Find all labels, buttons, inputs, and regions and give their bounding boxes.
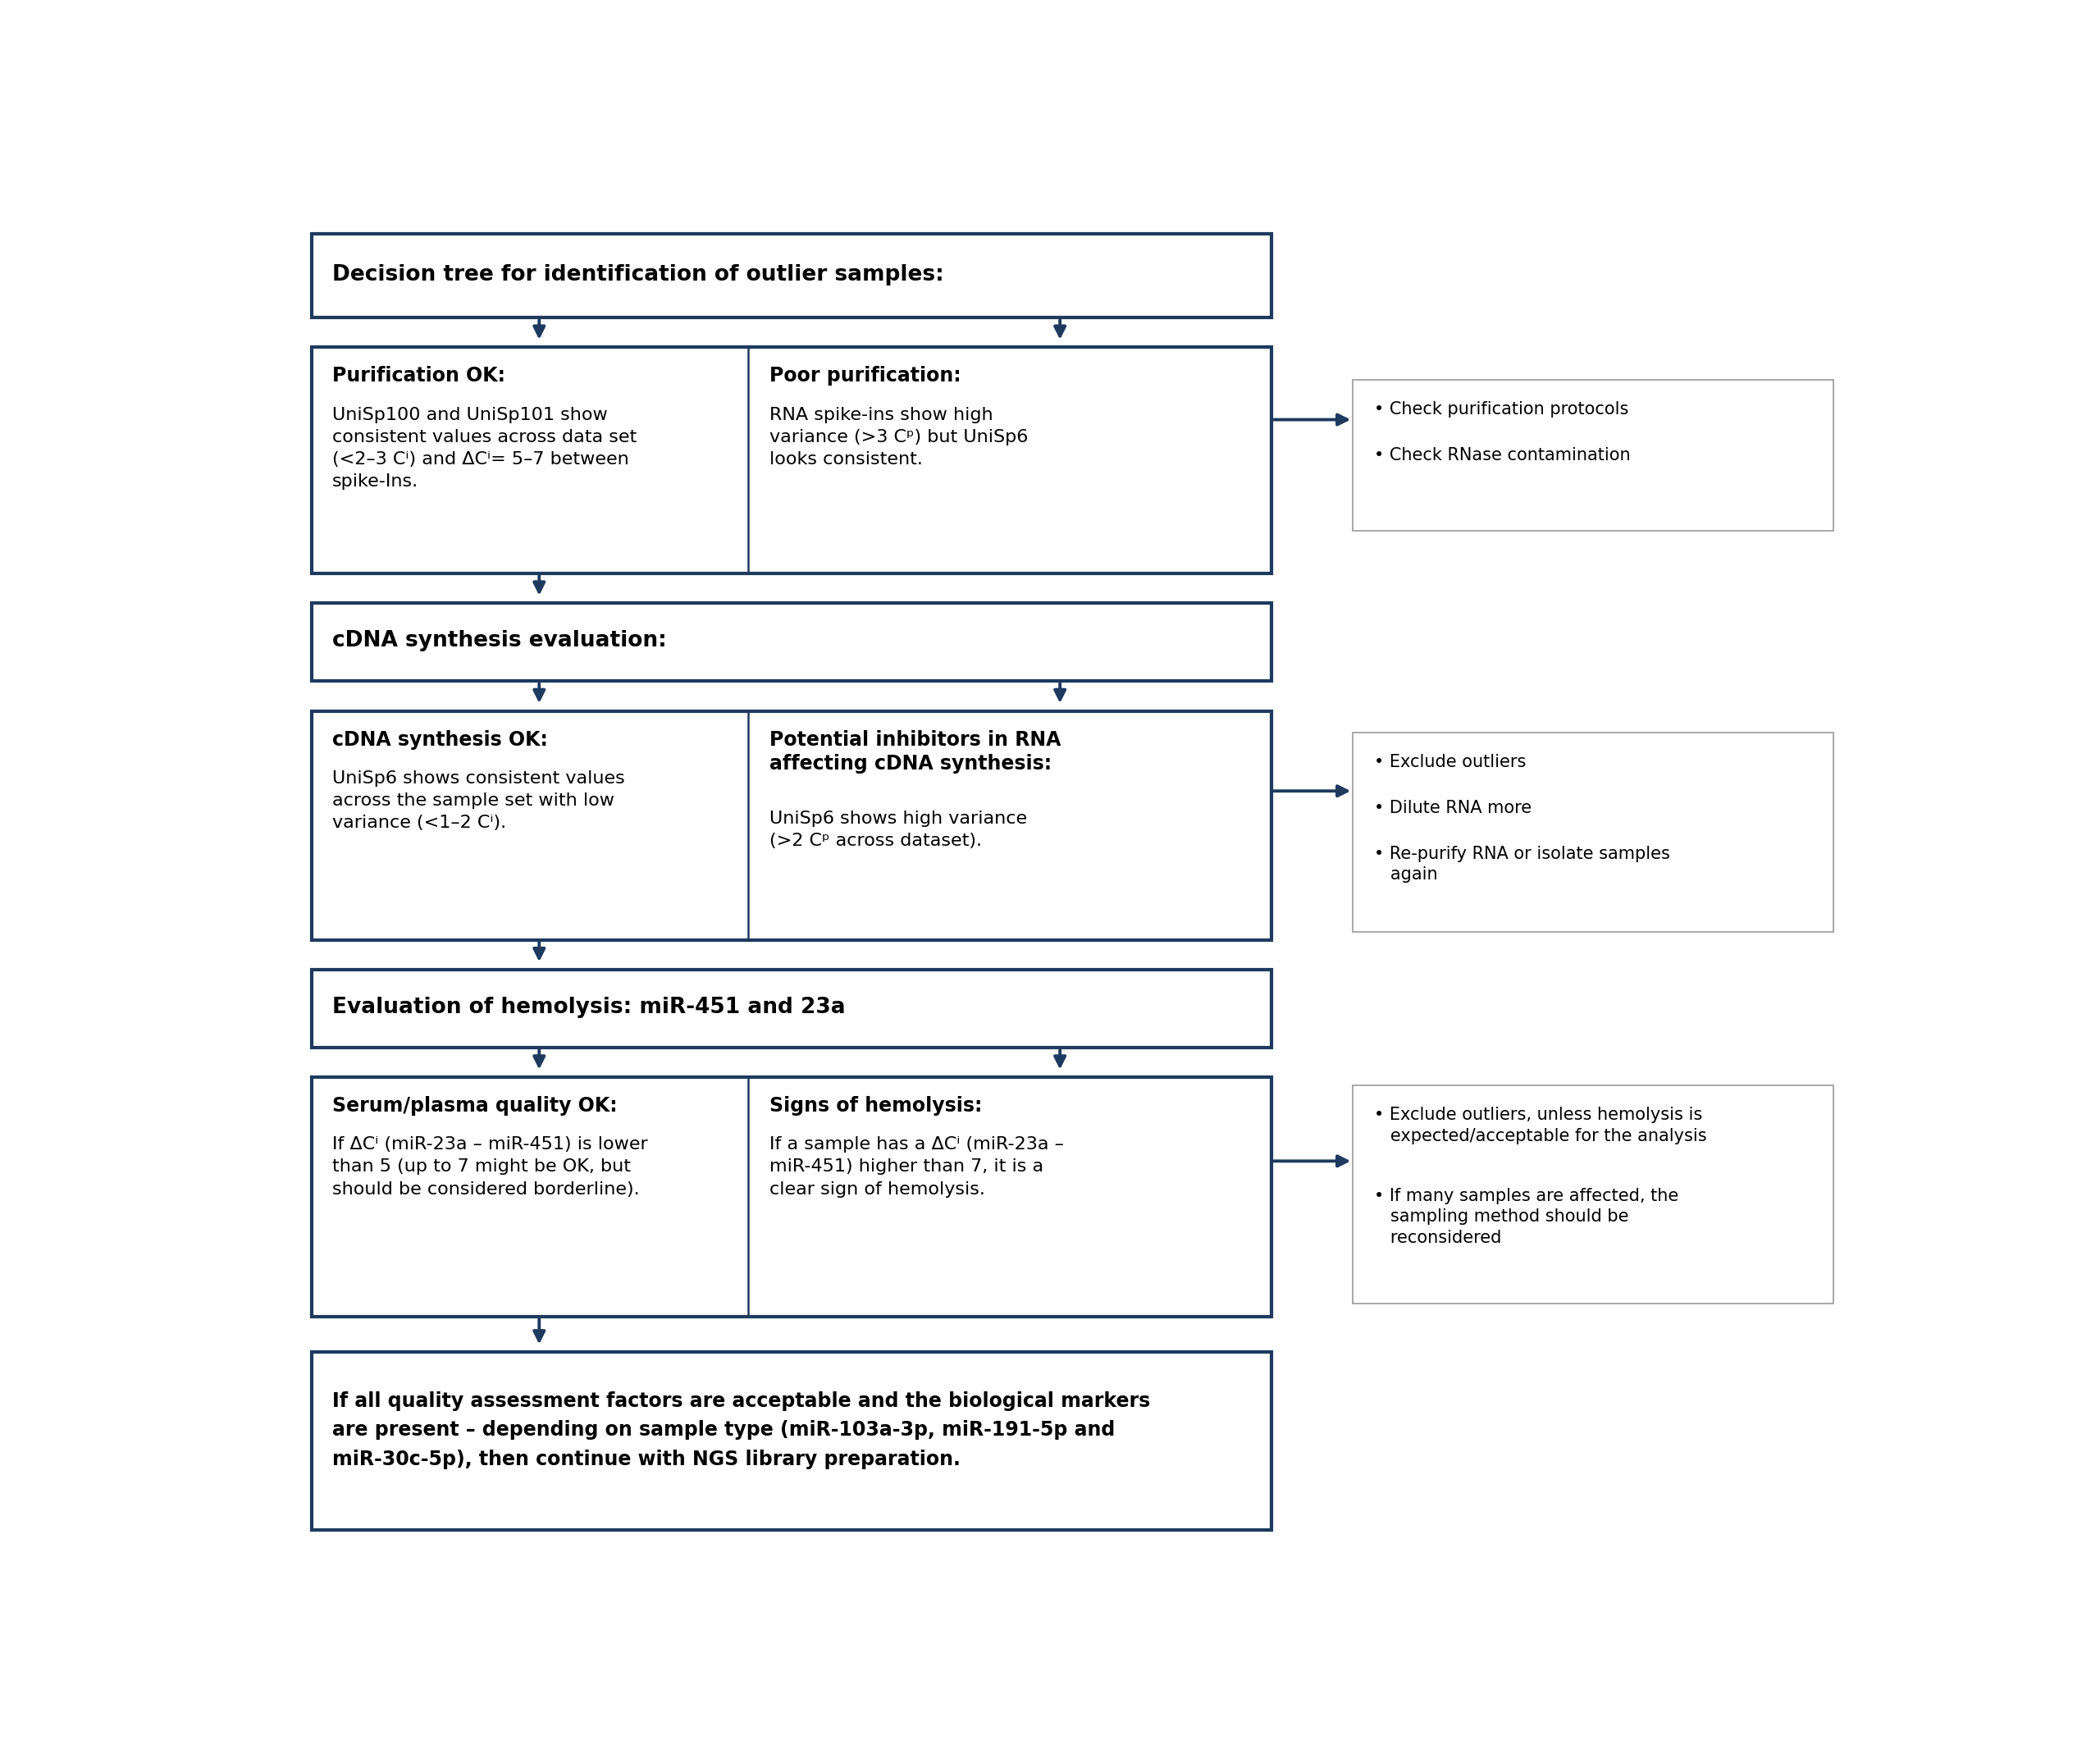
Text: • If many samples are affected, the
   sampling method should be
   reconsidered: • If many samples are affected, the samp… (1373, 1188, 1678, 1245)
Text: Signs of hemolysis:: Signs of hemolysis: (769, 1097, 983, 1116)
Text: RNA spike-ins show high
variance (>3 Cᵖ) but UniSp6
looks consistent.: RNA spike-ins show high variance (>3 Cᵖ)… (769, 406, 1029, 467)
Text: • Check purification protocols: • Check purification protocols (1373, 401, 1630, 418)
Text: Evaluation of hemolysis: miR-451 and 23a: Evaluation of hemolysis: miR-451 and 23a (332, 997, 846, 1018)
FancyBboxPatch shape (1352, 1084, 1833, 1303)
FancyBboxPatch shape (311, 234, 1273, 318)
FancyBboxPatch shape (311, 1077, 1273, 1317)
Text: Poor purification:: Poor purification: (769, 366, 962, 387)
FancyBboxPatch shape (1352, 733, 1833, 932)
Text: • Re-purify RNA or isolate samples
   again: • Re-purify RNA or isolate samples again (1373, 845, 1670, 883)
Text: If all quality assessment factors are acceptable and the biological markers
are : If all quality assessment factors are ac… (332, 1390, 1151, 1469)
Text: cDNA synthesis OK:: cDNA synthesis OK: (332, 729, 548, 749)
FancyBboxPatch shape (311, 603, 1273, 680)
Text: • Exclude outliers, unless hemolysis is
   expected/acceptable for the analysis: • Exclude outliers, unless hemolysis is … (1373, 1107, 1707, 1144)
FancyBboxPatch shape (311, 348, 1273, 574)
FancyBboxPatch shape (1352, 380, 1833, 530)
FancyBboxPatch shape (311, 1352, 1273, 1530)
FancyBboxPatch shape (311, 710, 1273, 939)
Text: • Dilute RNA more: • Dilute RNA more (1373, 799, 1531, 817)
FancyBboxPatch shape (311, 969, 1273, 1048)
Text: UniSp6 shows consistent values
across the sample set with low
variance (<1–2 Cⁱ): UniSp6 shows consistent values across th… (332, 770, 626, 831)
Text: Decision tree for identification of outlier samples:: Decision tree for identification of outl… (332, 264, 945, 285)
Text: • Exclude outliers: • Exclude outliers (1373, 754, 1527, 770)
Text: If ΔCⁱ (miR-23a – miR-451) is lower
than 5 (up to 7 might be OK, but
should be c: If ΔCⁱ (miR-23a – miR-451) is lower than… (332, 1137, 649, 1198)
Text: cDNA synthesis evaluation:: cDNA synthesis evaluation: (332, 630, 668, 651)
Text: UniSp100 and UniSp101 show
consistent values across data set
(<2–3 Cⁱ) and ΔCⁱ= : UniSp100 and UniSp101 show consistent va… (332, 406, 636, 490)
Text: UniSp6 shows high variance
(>2 Cᵖ across dataset).: UniSp6 shows high variance (>2 Cᵖ across… (769, 810, 1027, 850)
Text: Serum/plasma quality OK:: Serum/plasma quality OK: (332, 1097, 617, 1116)
Text: • Check RNase contamination: • Check RNase contamination (1373, 448, 1630, 463)
Text: If a sample has a ΔCⁱ (miR-23a –
miR-451) higher than 7, it is a
clear sign of h: If a sample has a ΔCⁱ (miR-23a – miR-451… (769, 1137, 1065, 1198)
Text: Purification OK:: Purification OK: (332, 366, 506, 387)
Text: Potential inhibitors in RNA
affecting cDNA synthesis:: Potential inhibitors in RNA affecting cD… (769, 729, 1061, 773)
